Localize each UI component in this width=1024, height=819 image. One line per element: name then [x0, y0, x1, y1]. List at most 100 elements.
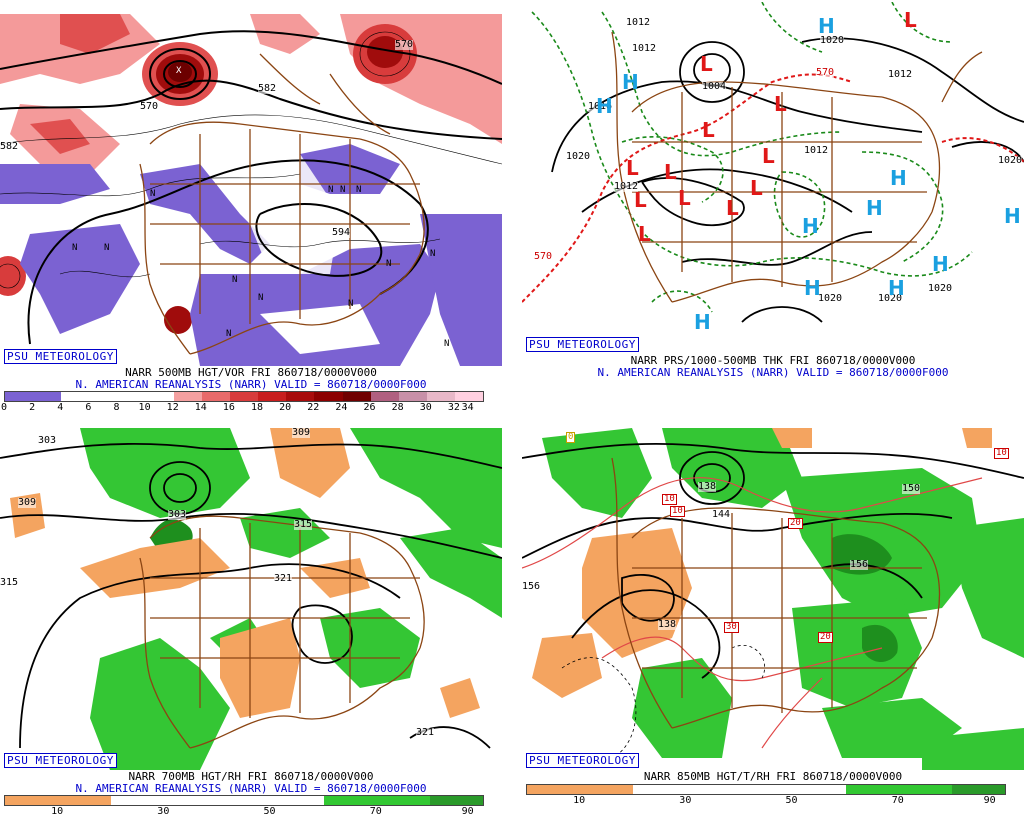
low-pressure-symbol: L — [904, 8, 917, 32]
color-scale-tick: 2 — [29, 402, 36, 413]
color-scale-swatch — [286, 392, 315, 401]
color-scale-tick: 6 — [85, 402, 92, 413]
color-scale-swatch — [398, 392, 427, 401]
psu-meteorology-badge: PSU METEOROLOGY — [4, 753, 117, 768]
map-pressure: 1012 1012 1004 1020 1016 1012 1012 1020 … — [522, 2, 1024, 354]
low-pressure-symbol: L — [774, 92, 787, 116]
color-scale-tick: 12 — [166, 402, 179, 413]
color-scale-swatch — [33, 392, 62, 401]
n-marker: N — [386, 259, 392, 269]
psu-meteorology-badge: PSU METEOROLOGY — [526, 753, 639, 768]
n-marker: N — [356, 185, 362, 195]
low-pressure-symbol: L — [664, 160, 677, 184]
isobar-label: 1012 — [804, 145, 829, 156]
color-scale-bar — [4, 391, 484, 402]
isobar-label: 1016 — [588, 101, 613, 112]
contour-label: 138 — [658, 619, 677, 630]
contour-label: 303 — [168, 509, 187, 520]
panel-caption: NARR 850MB HGT/T/RH FRI 860718/0000V000 — [643, 770, 903, 783]
color-scale-tick: 30 — [419, 402, 432, 413]
isotherm-label: 20 — [788, 518, 803, 529]
color-scale-tick: 20 — [279, 402, 292, 413]
panel-pressure-thickness: 1012 1012 1004 1020 1016 1012 1012 1020 … — [522, 2, 1024, 402]
isotherm-label: 10 — [662, 494, 677, 505]
color-scale-tick: 0 — [0, 402, 8, 413]
color-scale-tick: 18 — [251, 402, 264, 413]
contour-label: 570 — [395, 39, 414, 50]
contour-label: 315 — [0, 577, 19, 588]
contour-label: 150 — [902, 483, 921, 494]
color-scale-swatch — [455, 392, 484, 401]
contour-label: 582 — [258, 83, 277, 94]
isotherm-label: 30 — [724, 622, 739, 633]
contour-label: 570 — [140, 101, 159, 112]
color-scale-bar — [526, 784, 1006, 795]
low-pressure-symbol: L — [750, 176, 763, 200]
color-scale-ticks: 10 30 50 70 90 — [526, 795, 1004, 807]
color-scale-swatch — [845, 785, 899, 794]
map-850mb-graphic — [522, 418, 1024, 770]
panel-850mb-temperature-humidity: 138 144 150 156 156 138 10 10 10 20 20 3… — [522, 418, 1024, 818]
color-scale-tick: 70 — [891, 795, 904, 806]
color-scale-swatch — [527, 785, 581, 794]
isobar-label: 1020 — [820, 35, 845, 46]
contour-label: 315 — [294, 519, 313, 530]
low-pressure-symbol: L — [626, 156, 639, 180]
low-pressure-symbol: L — [678, 186, 691, 210]
high-pressure-symbol: H — [866, 196, 883, 220]
n-marker: N — [340, 185, 346, 195]
panel-caption: NARR 700MB HGT/RH FRI 860718/0000V000 — [128, 770, 374, 783]
contour-label: 156 — [522, 581, 541, 592]
high-pressure-symbol: H — [1004, 204, 1021, 228]
color-scale-swatch — [164, 796, 218, 805]
n-marker: N — [72, 243, 78, 253]
color-scale-bar — [4, 795, 484, 806]
map-850mb: 138 144 150 156 156 138 10 10 10 20 20 3… — [522, 418, 1024, 770]
low-pressure-symbol: L — [634, 188, 647, 212]
panel-valid-caption: N. AMERICAN REANALYSIS (NARR) VALID = 86… — [597, 366, 949, 379]
color-scale-tick: 90 — [983, 795, 996, 806]
contour-label: 138 — [698, 481, 717, 492]
color-scale-tick: 30 — [679, 795, 692, 806]
panel-caption: NARR 500MB HGT/VOR FRI 860718/0000V000 — [125, 366, 377, 379]
low-pressure-symbol: L — [700, 52, 713, 76]
color-scale-tick: 32 — [447, 402, 460, 413]
high-pressure-symbol: H — [804, 276, 821, 300]
color-scale-ticks: 10 30 50 70 90 — [4, 806, 482, 818]
n-marker: N — [232, 275, 238, 285]
color-scale-swatch — [314, 392, 343, 401]
color-scale-swatch — [429, 796, 483, 805]
high-pressure-symbol: H — [890, 166, 907, 190]
map-700mb: 303 309 309 315 315 321 321 303 — [0, 418, 502, 770]
color-scale-swatch — [145, 392, 174, 401]
color-scale-swatch — [951, 785, 1005, 794]
psu-meteorology-badge: PSU METEOROLOGY — [526, 337, 639, 352]
low-pressure-symbol: L — [726, 196, 739, 220]
contour-label: 144 — [712, 509, 731, 520]
isobar-label: 1020 — [878, 293, 903, 304]
color-scale-tick: 4 — [57, 402, 64, 413]
color-scale-swatch — [173, 392, 202, 401]
isobar-label: 1012 — [626, 17, 651, 28]
contour-label: 309 — [18, 497, 37, 508]
color-scale-tick: 10 — [138, 402, 151, 413]
contour-label: 156 — [850, 559, 869, 570]
n-marker: N — [150, 189, 156, 199]
color-scale-swatch — [117, 392, 146, 401]
color-scale-swatch — [270, 796, 324, 805]
map-500mb: 570 582 594 582 570 N N N N N N N N N N … — [0, 14, 502, 366]
n-marker: N — [258, 293, 264, 303]
color-scale-tick: 50 — [785, 795, 798, 806]
high-pressure-symbol: H — [818, 14, 835, 38]
contour-label: 594 — [332, 227, 351, 238]
color-scale-tick: 24 — [335, 402, 348, 413]
isotherm-label: 10 — [670, 506, 685, 517]
color-scale-swatch — [580, 785, 634, 794]
color-scale-tick: 14 — [194, 402, 207, 413]
color-scale-ticks: 0 2 4 6 8 10 12 14 16 18 20 22 24 26 28 30 32 34 — [0, 402, 482, 414]
low-pressure-symbol: L — [638, 222, 651, 246]
color-scale-swatch — [739, 785, 793, 794]
n-marker: N — [104, 243, 110, 253]
isobar-label: 1012 — [614, 181, 639, 192]
color-scale-swatch — [792, 785, 846, 794]
